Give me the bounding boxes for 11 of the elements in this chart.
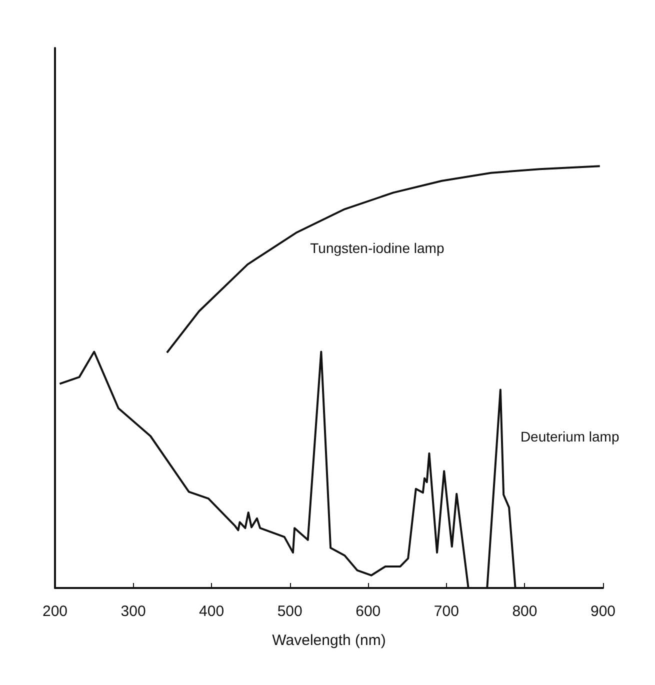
x-tick-label: 200	[42, 603, 68, 620]
series-label: Deuterium lamp	[520, 428, 620, 445]
x-tick-label: 900	[590, 603, 616, 620]
x-axis-title: Wavelength (nm)	[272, 632, 386, 649]
series-label: Tungsten-iodine lamp	[310, 240, 444, 256]
x-tick-label: 400	[199, 603, 224, 620]
x-tick-label: 600	[356, 603, 381, 620]
x-tick-label: 500	[277, 603, 302, 620]
x-tick-label: 300	[120, 603, 146, 620]
x-tick-label: 800	[512, 603, 538, 620]
x-tick-label: 700	[434, 603, 459, 620]
